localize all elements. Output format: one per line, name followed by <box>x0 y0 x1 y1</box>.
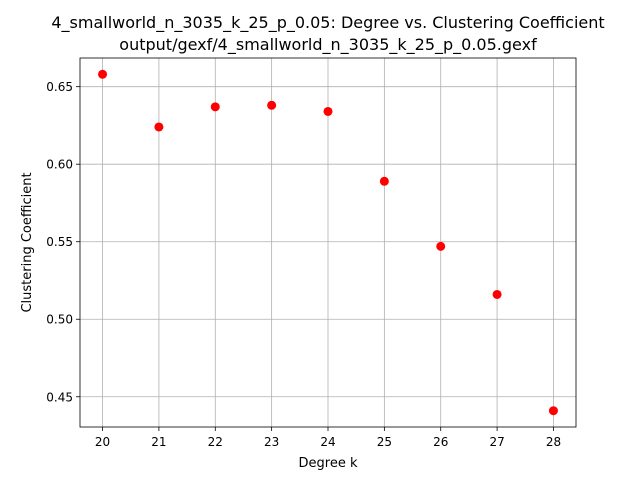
x-tick-label: 28 <box>546 435 561 449</box>
x-tick-label: 20 <box>95 435 110 449</box>
y-axis-label: Clustering Coefficient <box>20 172 35 312</box>
y-tick-label: 0.55 <box>46 235 73 249</box>
x-tick-label: 23 <box>264 435 279 449</box>
data-point <box>492 289 502 299</box>
data-point <box>210 102 220 112</box>
chart-title: 4_smallworld_n_3035_k_25_p_0.05: Degree … <box>51 13 604 33</box>
data-point <box>154 122 164 132</box>
data-point <box>267 100 277 110</box>
data-point <box>379 176 389 186</box>
x-axis-label: Degree k <box>299 456 358 471</box>
x-tick-label: 22 <box>208 435 223 449</box>
x-tick-label: 26 <box>433 435 448 449</box>
y-tick-label: 0.50 <box>46 313 73 327</box>
data-point <box>98 69 108 79</box>
y-tick-label: 0.60 <box>46 158 73 172</box>
grid <box>80 58 576 427</box>
x-tick-label: 24 <box>320 435 335 449</box>
x-tick-label: 21 <box>151 435 166 449</box>
x-tick-label: 25 <box>377 435 392 449</box>
data-point <box>548 406 558 416</box>
data-points <box>98 69 558 416</box>
y-tick-label: 0.65 <box>46 80 73 94</box>
axis-ticks: 20 21 22 23 24 25 26 27 28 0.45 0.50 0.55 0.60 0.65 <box>46 80 561 449</box>
x-tick-label: 27 <box>489 435 504 449</box>
y-tick-label: 0.45 <box>46 390 73 404</box>
chart-subtitle: output/gexf/4_smallworld_n_3035_k_25_p_0… <box>119 35 537 55</box>
data-point <box>436 241 446 251</box>
data-point <box>323 106 333 116</box>
